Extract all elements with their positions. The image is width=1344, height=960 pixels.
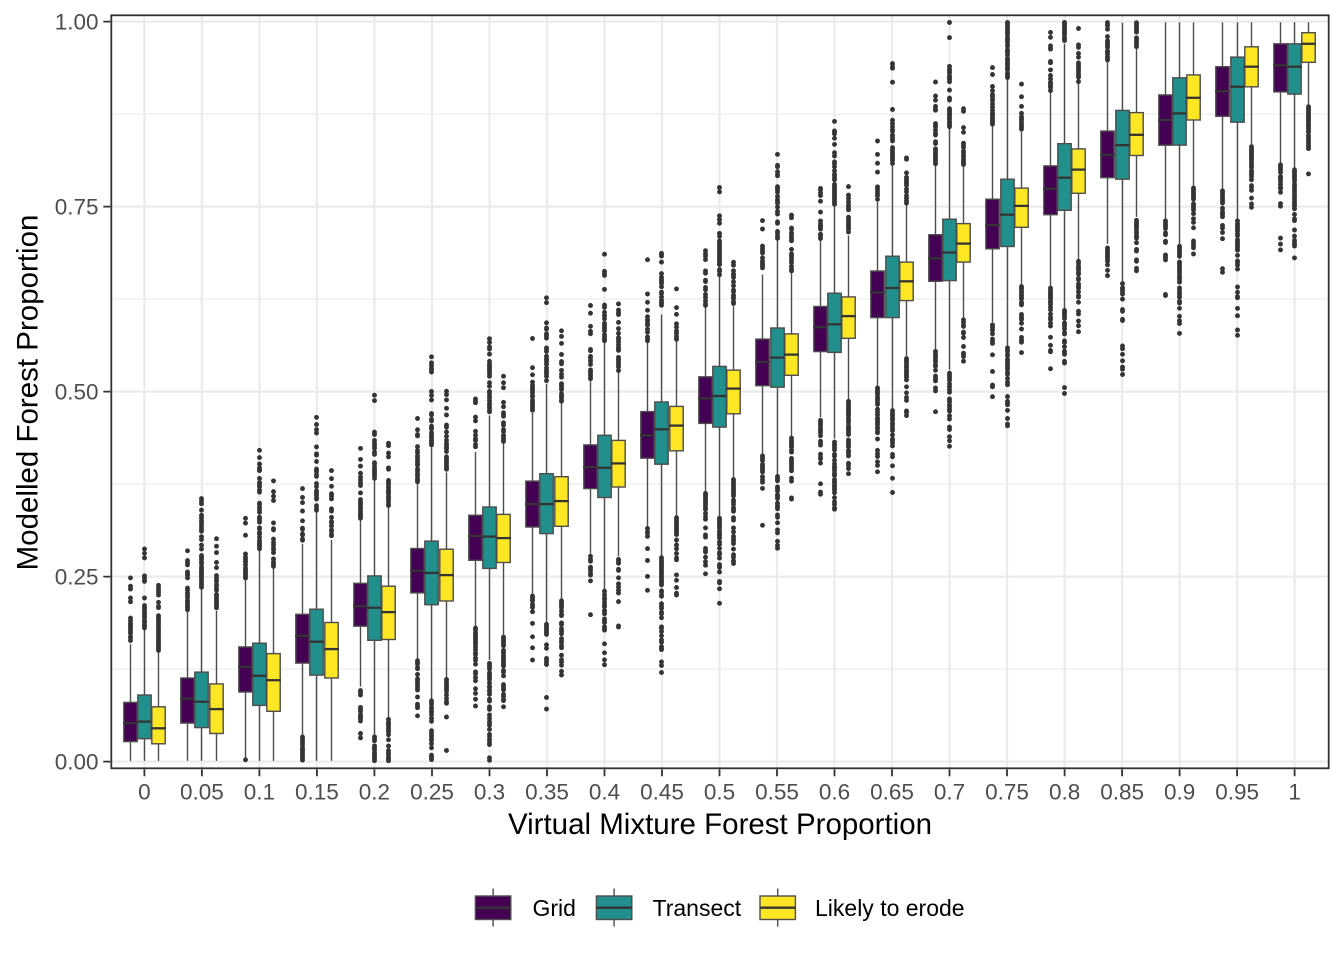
svg-text:0.25: 0.25 bbox=[410, 780, 454, 805]
svg-text:0.2: 0.2 bbox=[359, 780, 390, 805]
svg-text:0.25: 0.25 bbox=[55, 565, 99, 590]
svg-text:0.1: 0.1 bbox=[244, 780, 275, 805]
svg-text:0.95: 0.95 bbox=[1215, 780, 1259, 805]
svg-text:0.4: 0.4 bbox=[589, 780, 620, 805]
svg-text:0.3: 0.3 bbox=[474, 780, 505, 805]
svg-text:0.05: 0.05 bbox=[180, 780, 224, 805]
svg-text:0.85: 0.85 bbox=[1100, 780, 1144, 805]
svg-text:0.15: 0.15 bbox=[295, 780, 339, 805]
svg-text:0.65: 0.65 bbox=[870, 780, 914, 805]
svg-text:0.55: 0.55 bbox=[755, 780, 799, 805]
svg-text:Modelled Forest Proportion: Modelled Forest Proportion bbox=[11, 215, 44, 571]
svg-text:0: 0 bbox=[138, 780, 151, 805]
svg-text:Virtual Mixture Forest Proport: Virtual Mixture Forest Proportion bbox=[508, 808, 932, 841]
svg-text:Likely to erode: Likely to erode bbox=[815, 895, 965, 921]
svg-text:Transect: Transect bbox=[653, 895, 742, 921]
svg-text:0.6: 0.6 bbox=[819, 780, 850, 805]
svg-text:0.75: 0.75 bbox=[55, 195, 99, 220]
svg-text:0.5: 0.5 bbox=[704, 780, 735, 805]
svg-text:1.00: 1.00 bbox=[55, 10, 99, 35]
svg-text:0.45: 0.45 bbox=[640, 780, 684, 805]
svg-text:0.35: 0.35 bbox=[525, 780, 569, 805]
svg-text:Grid: Grid bbox=[533, 895, 576, 921]
svg-text:0.00: 0.00 bbox=[55, 750, 99, 775]
svg-text:0.50: 0.50 bbox=[55, 380, 99, 405]
svg-text:0.8: 0.8 bbox=[1049, 780, 1080, 805]
svg-text:1: 1 bbox=[1288, 780, 1301, 805]
svg-text:0.9: 0.9 bbox=[1164, 780, 1195, 805]
svg-text:0.7: 0.7 bbox=[934, 780, 965, 805]
svg-text:0.75: 0.75 bbox=[985, 780, 1029, 805]
